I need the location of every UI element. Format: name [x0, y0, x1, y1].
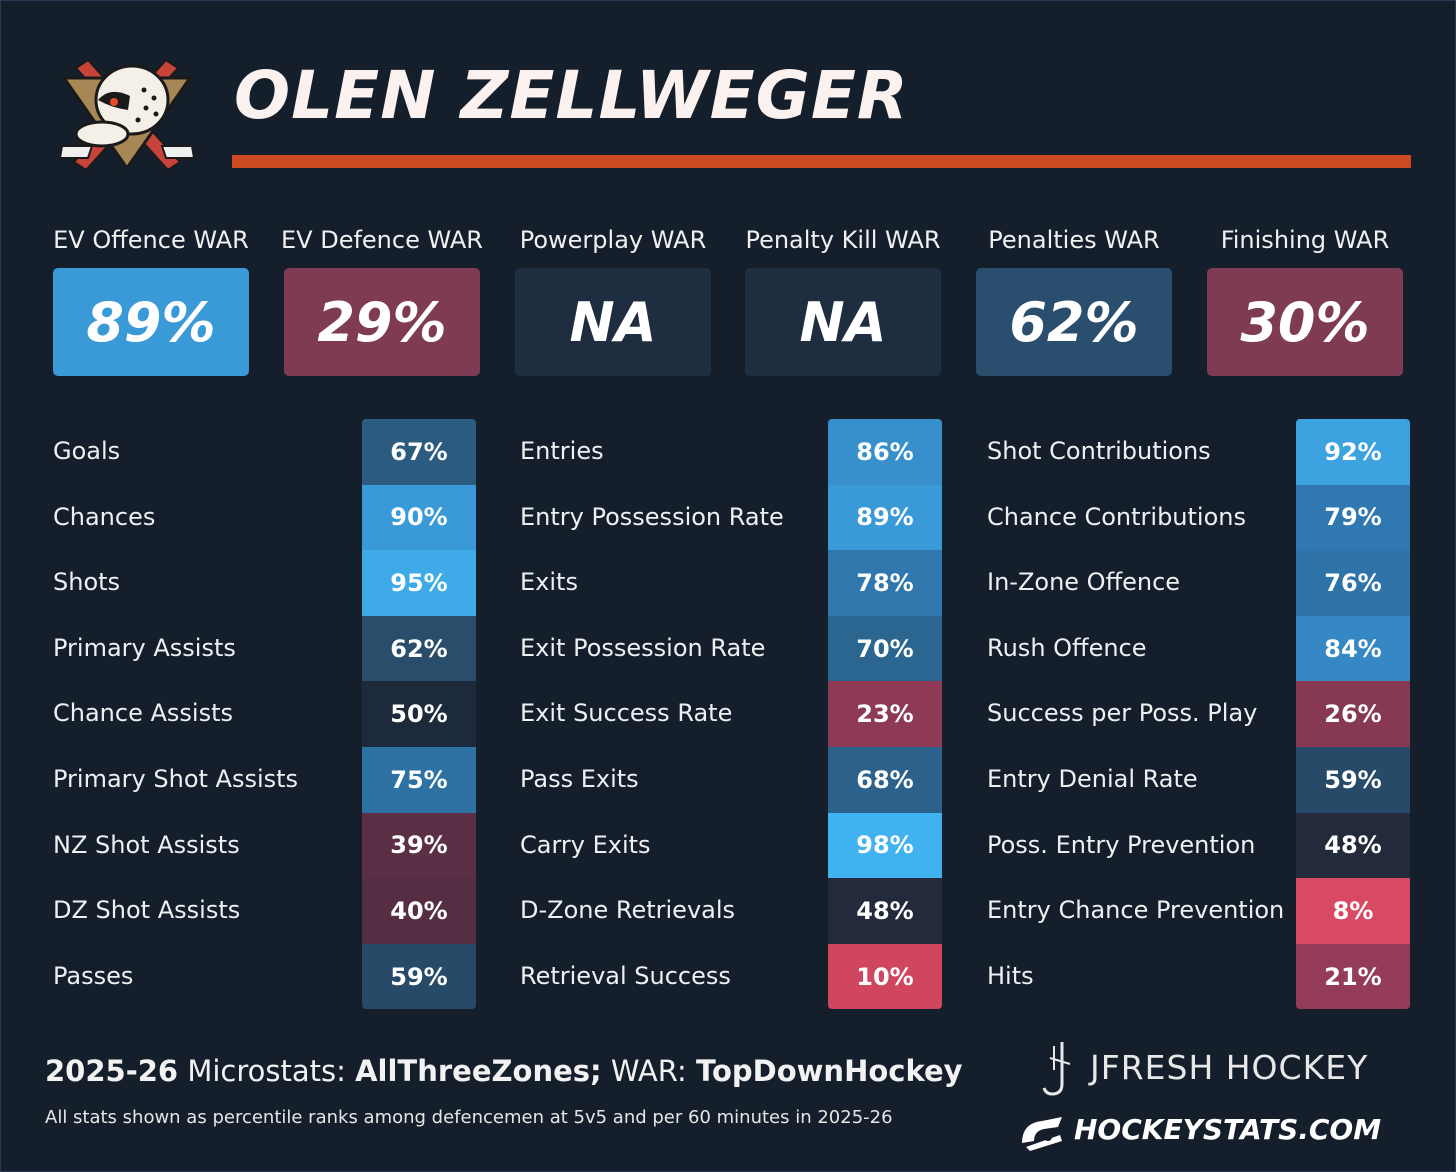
stat-label: Chance Assists — [53, 699, 233, 728]
stat-percentile-cell: 67% — [362, 419, 476, 485]
stat-label: Carry Exits — [520, 830, 651, 859]
stat-label: In-Zone Offence — [987, 568, 1181, 597]
stat-percentile-cell: 84% — [1296, 615, 1410, 682]
stat-percentile-cell: 40% — [362, 878, 476, 944]
war-label: Penalties WAR — [988, 226, 1160, 254]
war-value-box: NA — [515, 268, 711, 376]
war-label: Finishing WAR — [1220, 226, 1390, 254]
stat-percentile-cell: 95% — [362, 550, 476, 616]
footer-note: All stats shown as percentile ranks amon… — [45, 1107, 893, 1128]
war-label: Penalty Kill WAR — [745, 226, 941, 254]
war-label: Powerplay WAR — [519, 226, 707, 254]
war-value-box: NA — [745, 268, 941, 376]
stat-percentile-cell: 89% — [828, 484, 942, 551]
footer-microstats-source: AllThreeZones; — [355, 1054, 602, 1088]
stat-label: Primary Shot Assists — [53, 765, 299, 793]
stat-label: DZ Shot Assists — [53, 896, 241, 925]
stat-label: Passes — [53, 961, 134, 990]
stat-percentile-cell: 21% — [1296, 943, 1410, 1010]
stat-percentile-cell: 39% — [362, 812, 476, 879]
war-value-box: 89% — [53, 268, 249, 376]
stat-label: Entry Denial Rate — [987, 765, 1198, 793]
stat-label: Entry Chance Prevention — [987, 896, 1285, 925]
player-name: OLEN ZELLWEGER — [234, 57, 909, 134]
stat-percentile-cell: 62% — [362, 615, 476, 682]
stat-label: Poss. Entry Prevention — [987, 830, 1256, 859]
footer-sources: 2025-26 Microstats: AllThreeZones; WAR: … — [45, 1054, 963, 1088]
war-value-box: 30% — [1207, 268, 1403, 376]
footer-season: 2025-26 — [45, 1054, 179, 1088]
stat-percentile-cell: 98% — [828, 812, 942, 879]
stat-label: Goals — [53, 437, 121, 465]
stat-label: Pass Exits — [520, 765, 639, 793]
stat-label: Shot Contributions — [987, 437, 1211, 465]
brand-hockeystats: HOCKEYSTATS.COM — [1074, 1113, 1382, 1146]
stat-percentile-cell: 92% — [1296, 419, 1410, 485]
stat-percentile-cell: 90% — [362, 484, 476, 551]
stat-percentile-cell: 8% — [1296, 878, 1410, 944]
anaheim-ducks-logo — [58, 58, 196, 172]
stat-label: Success per Poss. Play — [987, 699, 1258, 728]
stat-label: Shots — [53, 568, 121, 597]
title-divider — [232, 155, 1411, 168]
stat-percentile-cell: 10% — [828, 943, 942, 1010]
hockeystats-logo-icon — [1022, 1117, 1062, 1151]
stat-percentile-cell: 79% — [1296, 484, 1410, 551]
stat-label: Entries — [520, 437, 604, 465]
footer-microstats-label: Microstats: — [187, 1054, 346, 1088]
stat-label: Rush Offence — [987, 633, 1147, 662]
war-label: EV Offence WAR — [53, 226, 249, 254]
stat-percentile-cell: 50% — [362, 681, 476, 747]
war-value-box: 29% — [284, 268, 480, 376]
stat-label: Exit Success Rate — [520, 699, 733, 728]
footer-war-label: WAR: — [610, 1054, 687, 1088]
stat-percentile-cell: 75% — [362, 747, 476, 813]
stat-label: Hits — [987, 961, 1034, 990]
stat-label: Exits — [520, 568, 578, 597]
stat-percentile-cell: 59% — [362, 943, 476, 1010]
stat-label: NZ Shot Assists — [53, 830, 240, 859]
stat-label: Retrieval Success — [520, 961, 731, 990]
war-label: EV Defence WAR — [281, 226, 483, 254]
stat-percentile-cell: 48% — [828, 878, 942, 944]
stat-percentile-cell: 78% — [828, 550, 942, 616]
stat-label: Chance Contributions — [987, 502, 1246, 531]
stat-label: Chances — [53, 502, 156, 531]
stat-percentile-cell: 68% — [828, 747, 942, 813]
stat-label: Entry Possession Rate — [520, 502, 784, 531]
stat-label: Primary Assists — [53, 633, 236, 662]
stat-label: Exit Possession Rate — [520, 633, 766, 662]
jfresh-logo-icon — [1042, 1042, 1071, 1096]
stat-percentile-cell: 59% — [1296, 747, 1410, 813]
war-value-box: 62% — [976, 268, 1172, 376]
stat-percentile-cell: 26% — [1296, 681, 1410, 747]
stat-percentile-cell: 23% — [828, 681, 942, 747]
stat-percentile-cell: 86% — [828, 419, 942, 485]
footer-war-source: TopDownHockey — [696, 1054, 963, 1088]
stat-percentile-cell: 76% — [1296, 550, 1410, 616]
stat-percentile-cell: 48% — [1296, 812, 1410, 879]
stat-percentile-cell: 70% — [828, 615, 942, 682]
brand-jfresh-hockey: JFRESH HOCKEY — [1090, 1048, 1369, 1087]
stat-label: D-Zone Retrievals — [520, 896, 736, 925]
